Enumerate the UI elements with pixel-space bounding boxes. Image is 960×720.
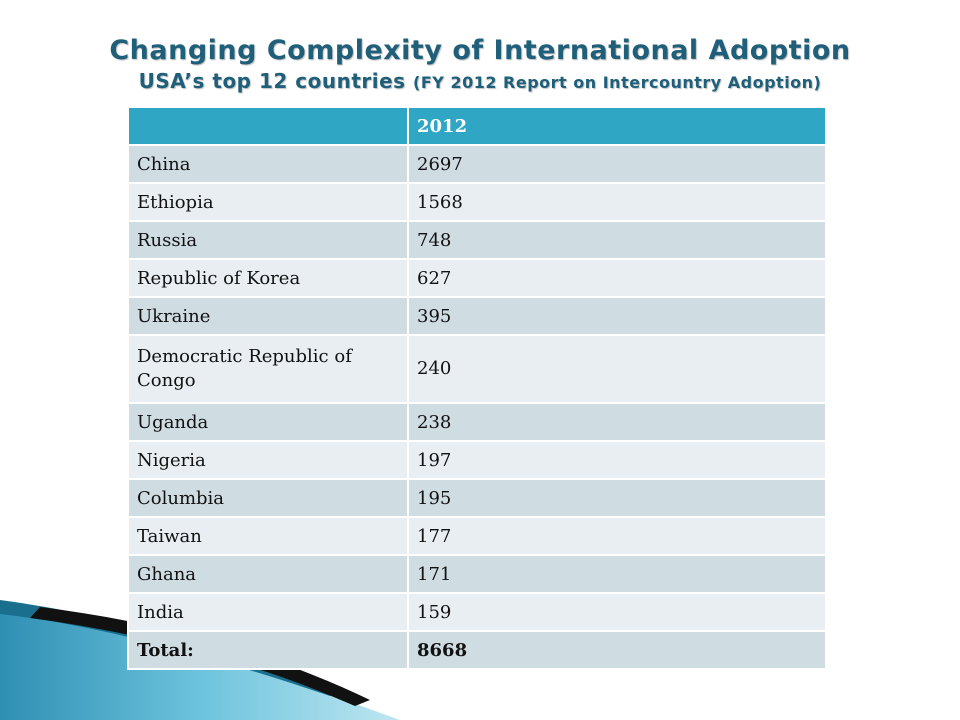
value-cell: 240 <box>407 334 827 404</box>
table-row: India 159 <box>127 592 827 632</box>
total-value: 8668 <box>407 630 827 670</box>
country-cell: India <box>127 592 409 632</box>
value-cell: 171 <box>407 554 827 594</box>
adoption-table: 2012 China 2697 Ethiopia 1568 Russia 748… <box>127 106 827 670</box>
table-row: Republic of Korea 627 <box>127 258 827 298</box>
value-cell: 197 <box>407 440 827 480</box>
value-cell: 627 <box>407 258 827 298</box>
country-cell: Democratic Republic of Congo <box>127 334 409 404</box>
country-cell: Taiwan <box>127 516 409 556</box>
country-cell: Ethiopia <box>127 182 409 222</box>
value-cell: 2697 <box>407 144 827 184</box>
slide-title-block: Changing Complexity of International Ado… <box>0 34 960 96</box>
country-cell: Uganda <box>127 402 409 442</box>
header-country <box>127 106 409 146</box>
table-row: Ethiopia 1568 <box>127 182 827 222</box>
country-cell: China <box>127 144 409 184</box>
table-row: Russia 748 <box>127 220 827 260</box>
table-row: Ghana 171 <box>127 554 827 594</box>
value-cell: 748 <box>407 220 827 260</box>
value-cell: 195 <box>407 478 827 518</box>
country-cell: Republic of Korea <box>127 258 409 298</box>
subtitle-main: USA’s top 12 countries <box>138 69 406 93</box>
country-cell: Ghana <box>127 554 409 594</box>
header-year: 2012 <box>407 106 827 146</box>
table-row: China 2697 <box>127 144 827 184</box>
value-cell: 238 <box>407 402 827 442</box>
table-header-row: 2012 <box>127 106 827 146</box>
table-row: Uganda 238 <box>127 402 827 442</box>
table-row: Columbia 195 <box>127 478 827 518</box>
total-label: Total: <box>127 630 409 670</box>
table-row: Nigeria 197 <box>127 440 827 480</box>
slide-title: Changing Complexity of International Ado… <box>109 35 851 66</box>
value-cell: 159 <box>407 592 827 632</box>
value-cell: 1568 <box>407 182 827 222</box>
table-row: Taiwan 177 <box>127 516 827 556</box>
country-cell: Ukraine <box>127 296 409 336</box>
country-cell: Columbia <box>127 478 409 518</box>
country-cell: Nigeria <box>127 440 409 480</box>
table-row: Ukraine 395 <box>127 296 827 336</box>
total-row: Total: 8668 <box>127 630 827 670</box>
subtitle-detail: (FY 2012 Report on Intercountry Adoption… <box>413 73 822 92</box>
slide-subtitle: USA’s top 12 countries (FY 2012 Report o… <box>0 68 960 96</box>
value-cell: 177 <box>407 516 827 556</box>
value-cell: 395 <box>407 296 827 336</box>
table-row: Democratic Republic of Congo 240 <box>127 334 827 404</box>
country-cell: Russia <box>127 220 409 260</box>
